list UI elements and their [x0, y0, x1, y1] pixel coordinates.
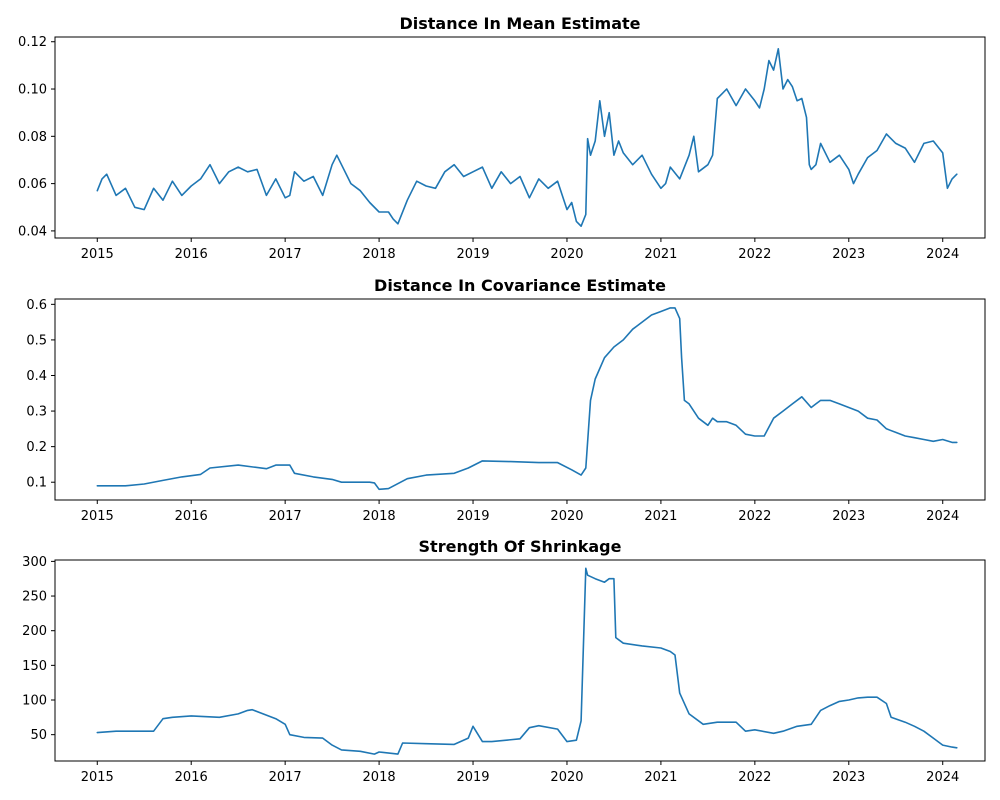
shrinkage-strength-x-tick-label: 2024	[926, 770, 959, 785]
mean-distance-title: Distance In Mean Estimate	[399, 14, 640, 33]
shrinkage-strength-chart: Strength Of Shrinkage 2015 2016 2017 2018 20…	[22, 537, 986, 785]
mean-distance-chart: Distance In Mean Estimate 2015 2016 2017 20…	[18, 14, 986, 262]
mean-distance-series-line	[96, 47, 958, 227]
mean-distance-x-tick-label: 2018	[363, 247, 396, 262]
shrinkage-strength-x-tick-label: 2017	[269, 770, 302, 785]
covariance-distance-x-tick-label: 2016	[175, 509, 208, 524]
covariance-distance-x-tick-label: 2023	[832, 509, 865, 524]
mean-distance-y-tick-label: 0.06	[18, 177, 47, 192]
mean-distance-x-tick-label: 2016	[175, 247, 208, 262]
shrinkage-strength-x-tick-label: 2022	[738, 770, 771, 785]
covariance-distance-series-line	[96, 307, 958, 491]
mean-distance-x-tick-label: 2015	[81, 247, 114, 262]
covariance-distance-x-tick-label: 2020	[550, 509, 583, 524]
mean-distance-y-tick-label: 0.12	[18, 35, 47, 50]
covariance-distance-x-tick-label: 2019	[456, 509, 489, 524]
shrinkage-strength-plot-area: 2015 2016 2017 2018 2019 2020 2021 2022 2023 2024…	[22, 555, 986, 785]
mean-distance-axes-frame	[54, 36, 986, 239]
shrinkage-strength-axes-frame	[54, 559, 986, 762]
shrinkage-strength-x-tick-label: 2019	[456, 770, 489, 785]
mean-distance-x-tick-label: 2019	[456, 247, 489, 262]
shrinkage-strength-x-tick-label: 2015	[81, 770, 114, 785]
shrinkage-strength-y-tick-label: 50	[30, 728, 47, 743]
shrinkage-strength-x-tick-label: 2020	[550, 770, 583, 785]
shrinkage-strength-y-tick-label: 200	[22, 624, 47, 639]
covariance-distance-x-tick-label: 2022	[738, 509, 771, 524]
shrinkage-strength-y-tick-label: 150	[22, 659, 47, 674]
covariance-distance-y-tick-label: 0.2	[26, 440, 47, 455]
covariance-distance-x-tick-label: 2021	[644, 509, 677, 524]
shrinkage-strength-y-tick-label: 100	[22, 694, 47, 709]
covariance-distance-axes-frame	[54, 298, 986, 501]
mean-distance-x-tick-label: 2024	[926, 247, 959, 262]
mean-distance-plot-area: 2015 2016 2017 2018 2019 2020 2021 2022 2023 2024…	[18, 35, 986, 262]
shrinkage-strength-y-tick-label: 250	[22, 590, 47, 605]
covariance-distance-x-tick-label: 2015	[81, 509, 114, 524]
covariance-distance-y-tick-label: 0.3	[26, 405, 47, 420]
mean-distance-x-tick-label: 2023	[832, 247, 865, 262]
mean-distance-x-tick-label: 2020	[550, 247, 583, 262]
mean-distance-x-tick-label: 2022	[738, 247, 771, 262]
covariance-distance-y-tick-label: 0.4	[26, 369, 47, 384]
covariance-distance-y-tick-label: 0.5	[26, 333, 47, 348]
covariance-distance-plot-area: 2015 2016 2017 2018 2019 2020 2021 2022 2023 2024…	[26, 298, 986, 524]
covariance-distance-title: Distance In Covariance Estimate	[374, 276, 666, 295]
mean-distance-y-tick-label: 0.08	[18, 130, 47, 145]
shrinkage-strength-series-line	[96, 567, 958, 755]
shrinkage-strength-x-tick-label: 2023	[832, 770, 865, 785]
shrinkage-strength-x-tick-label: 2018	[363, 770, 396, 785]
mean-distance-y-tick-label: 0.04	[18, 224, 47, 239]
covariance-distance-y-tick-label: 0.6	[26, 298, 47, 313]
shrinkage-strength-x-tick-label: 2021	[644, 770, 677, 785]
covariance-distance-x-tick-label: 2024	[926, 509, 959, 524]
mean-distance-x-tick-label: 2017	[269, 247, 302, 262]
covariance-distance-chart: Distance In Covariance Estimate 2015 2016…	[26, 276, 986, 524]
covariance-distance-x-tick-label: 2017	[269, 509, 302, 524]
mean-distance-x-tick-label: 2021	[644, 247, 677, 262]
shrinkage-strength-x-tick-label: 2016	[175, 770, 208, 785]
covariance-distance-y-tick-label: 0.1	[26, 476, 47, 491]
shrinkage-strength-y-tick-label: 300	[22, 555, 47, 570]
covariance-distance-x-tick-label: 2018	[363, 509, 396, 524]
shrinkage-strength-title: Strength Of Shrinkage	[419, 537, 622, 556]
mean-distance-y-tick-label: 0.10	[18, 83, 47, 98]
